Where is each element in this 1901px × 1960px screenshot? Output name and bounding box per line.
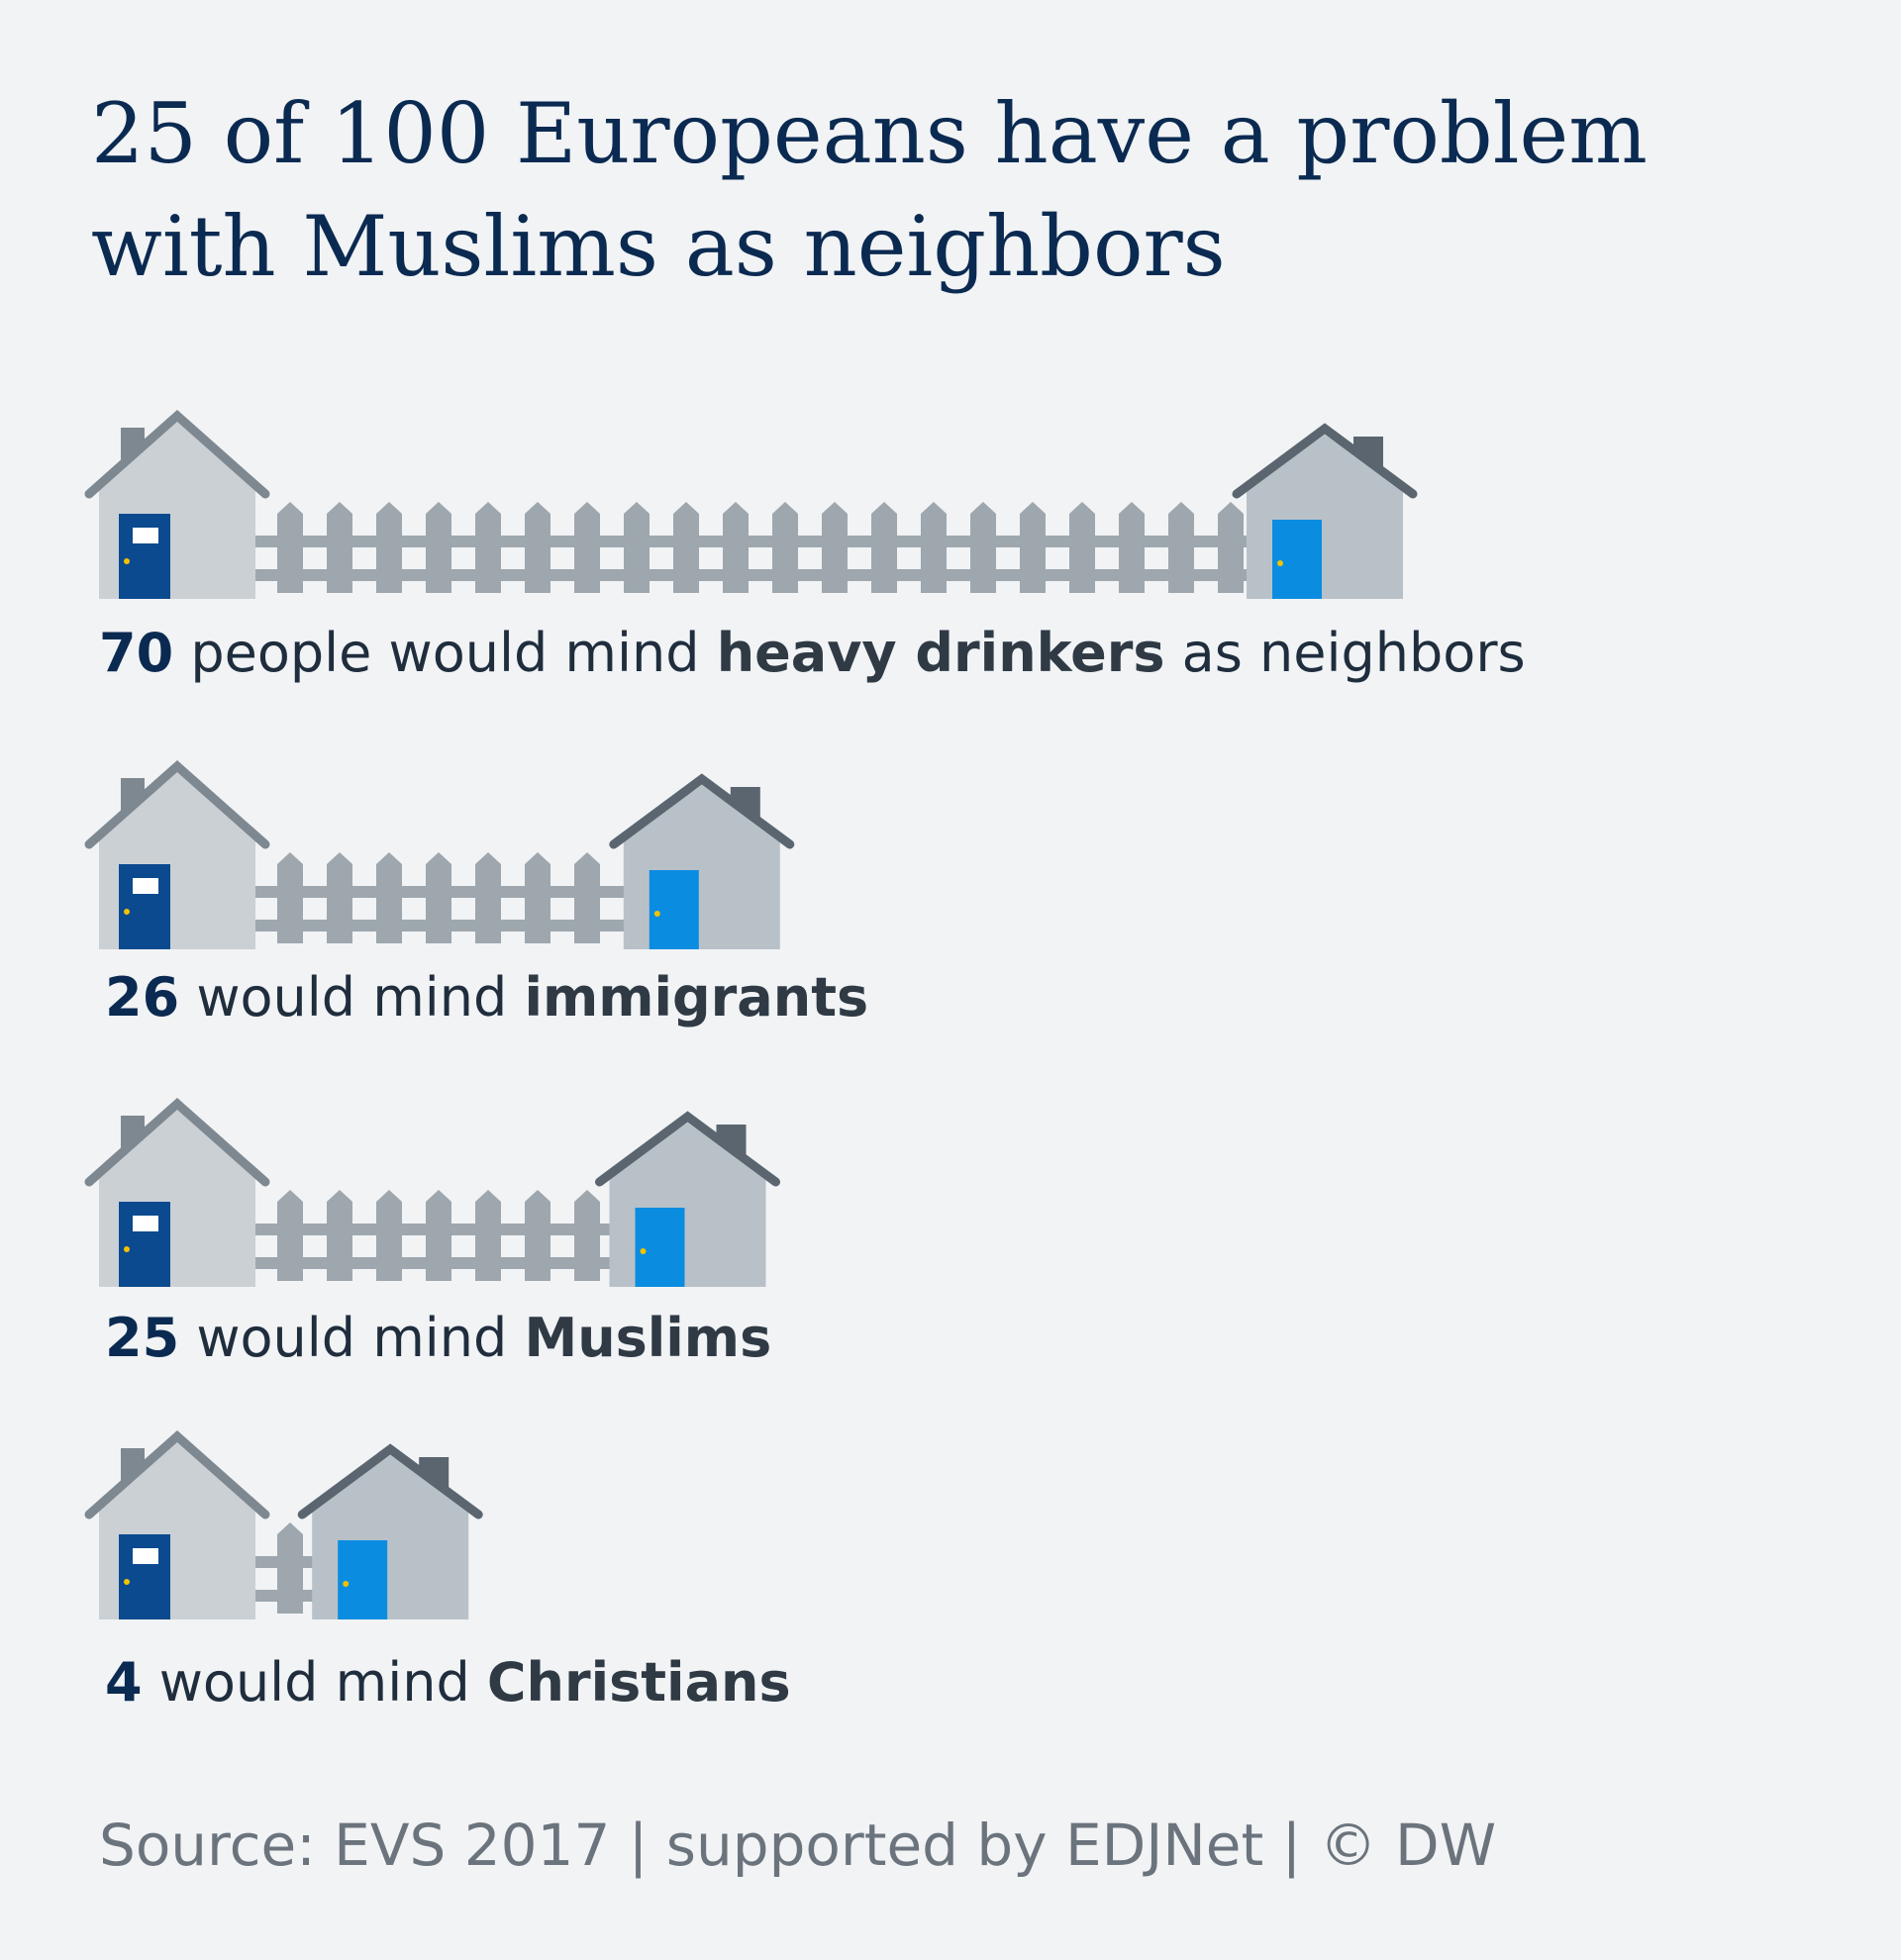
value-label: 26 xyxy=(105,966,180,1029)
label-christians: 4 would mind Christians xyxy=(105,1651,791,1714)
label-text: would mind xyxy=(142,1651,487,1714)
bar-immigrants xyxy=(84,759,795,949)
source-note: Source: EVS 2017 | supported by EDJNet |… xyxy=(99,1812,1497,1879)
label-muslims: 25 would mind Muslims xyxy=(105,1307,771,1369)
bar-Muslims xyxy=(84,1097,780,1287)
value-label: 70 xyxy=(99,622,174,684)
category-label: heavy drinkers xyxy=(716,622,1165,684)
chart-title: 25 of 100 Europeans have a problem with … xyxy=(91,85,1648,295)
label-text: would mind xyxy=(179,1307,525,1369)
label-heavy-drinkers: 70 people would mind heavy drinkers as n… xyxy=(99,622,1526,684)
bar-heavy-drinkers xyxy=(84,409,1418,599)
value-label: 25 xyxy=(105,1307,180,1369)
category-label: immigrants xyxy=(524,966,869,1029)
label-text: would mind xyxy=(179,966,525,1029)
label-text: people would mind xyxy=(173,622,717,684)
label-tail: as neighbors xyxy=(1164,622,1526,684)
label-immigrants: 26 would mind immigrants xyxy=(105,966,868,1029)
category-label: Muslims xyxy=(524,1307,772,1369)
bar-Christians xyxy=(84,1429,483,1619)
category-label: Christians xyxy=(486,1651,791,1714)
value-label: 4 xyxy=(105,1651,143,1714)
